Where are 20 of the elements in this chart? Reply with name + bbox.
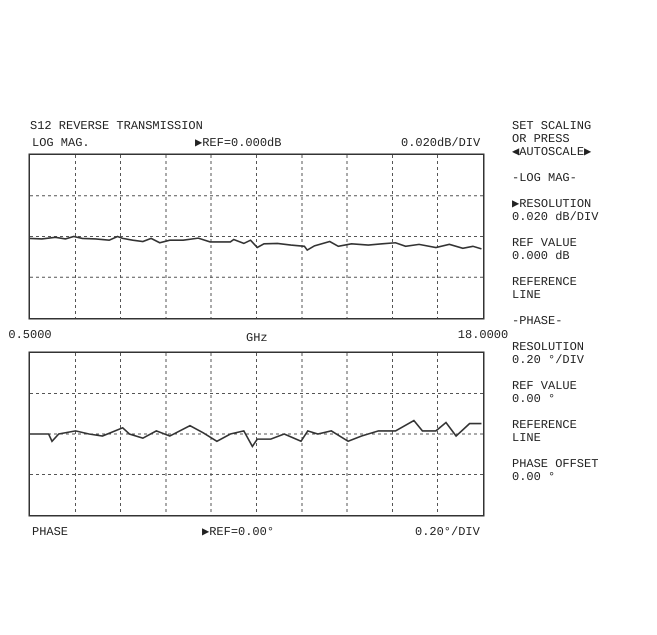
text: REFERENCE LINE: [512, 418, 578, 445]
text: RESOLUTION 0.20 °/DIV: [512, 340, 586, 367]
text: 0.20°/DIV: [415, 525, 481, 539]
chart-title: S12 REVERSE TRANSMISSION: [30, 119, 203, 134]
text: -PHASE-: [512, 314, 564, 328]
text: REF VALUE 0.00 °: [512, 379, 578, 406]
x-tick-label: 18.0000: [458, 328, 508, 342]
text: ▶REF=0.00°: [202, 525, 274, 539]
text: 0.020dB/DIV: [401, 136, 482, 150]
text: PHASE: [32, 525, 68, 539]
text: SET SCALING OR PRESS ◀AUTOSCALE▶: [512, 119, 592, 159]
text: PHASE OFFSET 0.00 °: [512, 457, 600, 484]
text: LOG MAG.: [32, 136, 90, 150]
x-axis-title: GHz: [246, 331, 268, 345]
text: REFERENCE LINE: [512, 275, 578, 302]
text: ▶REF=0.000dB: [195, 136, 282, 150]
text: ▶RESOLUTION 0.020 dB/DIV: [512, 197, 600, 224]
text: REF VALUE 0.000 dB: [512, 236, 578, 263]
text: -LOG MAG-: [512, 171, 578, 185]
x-tick-label: 0.5000: [8, 328, 52, 342]
